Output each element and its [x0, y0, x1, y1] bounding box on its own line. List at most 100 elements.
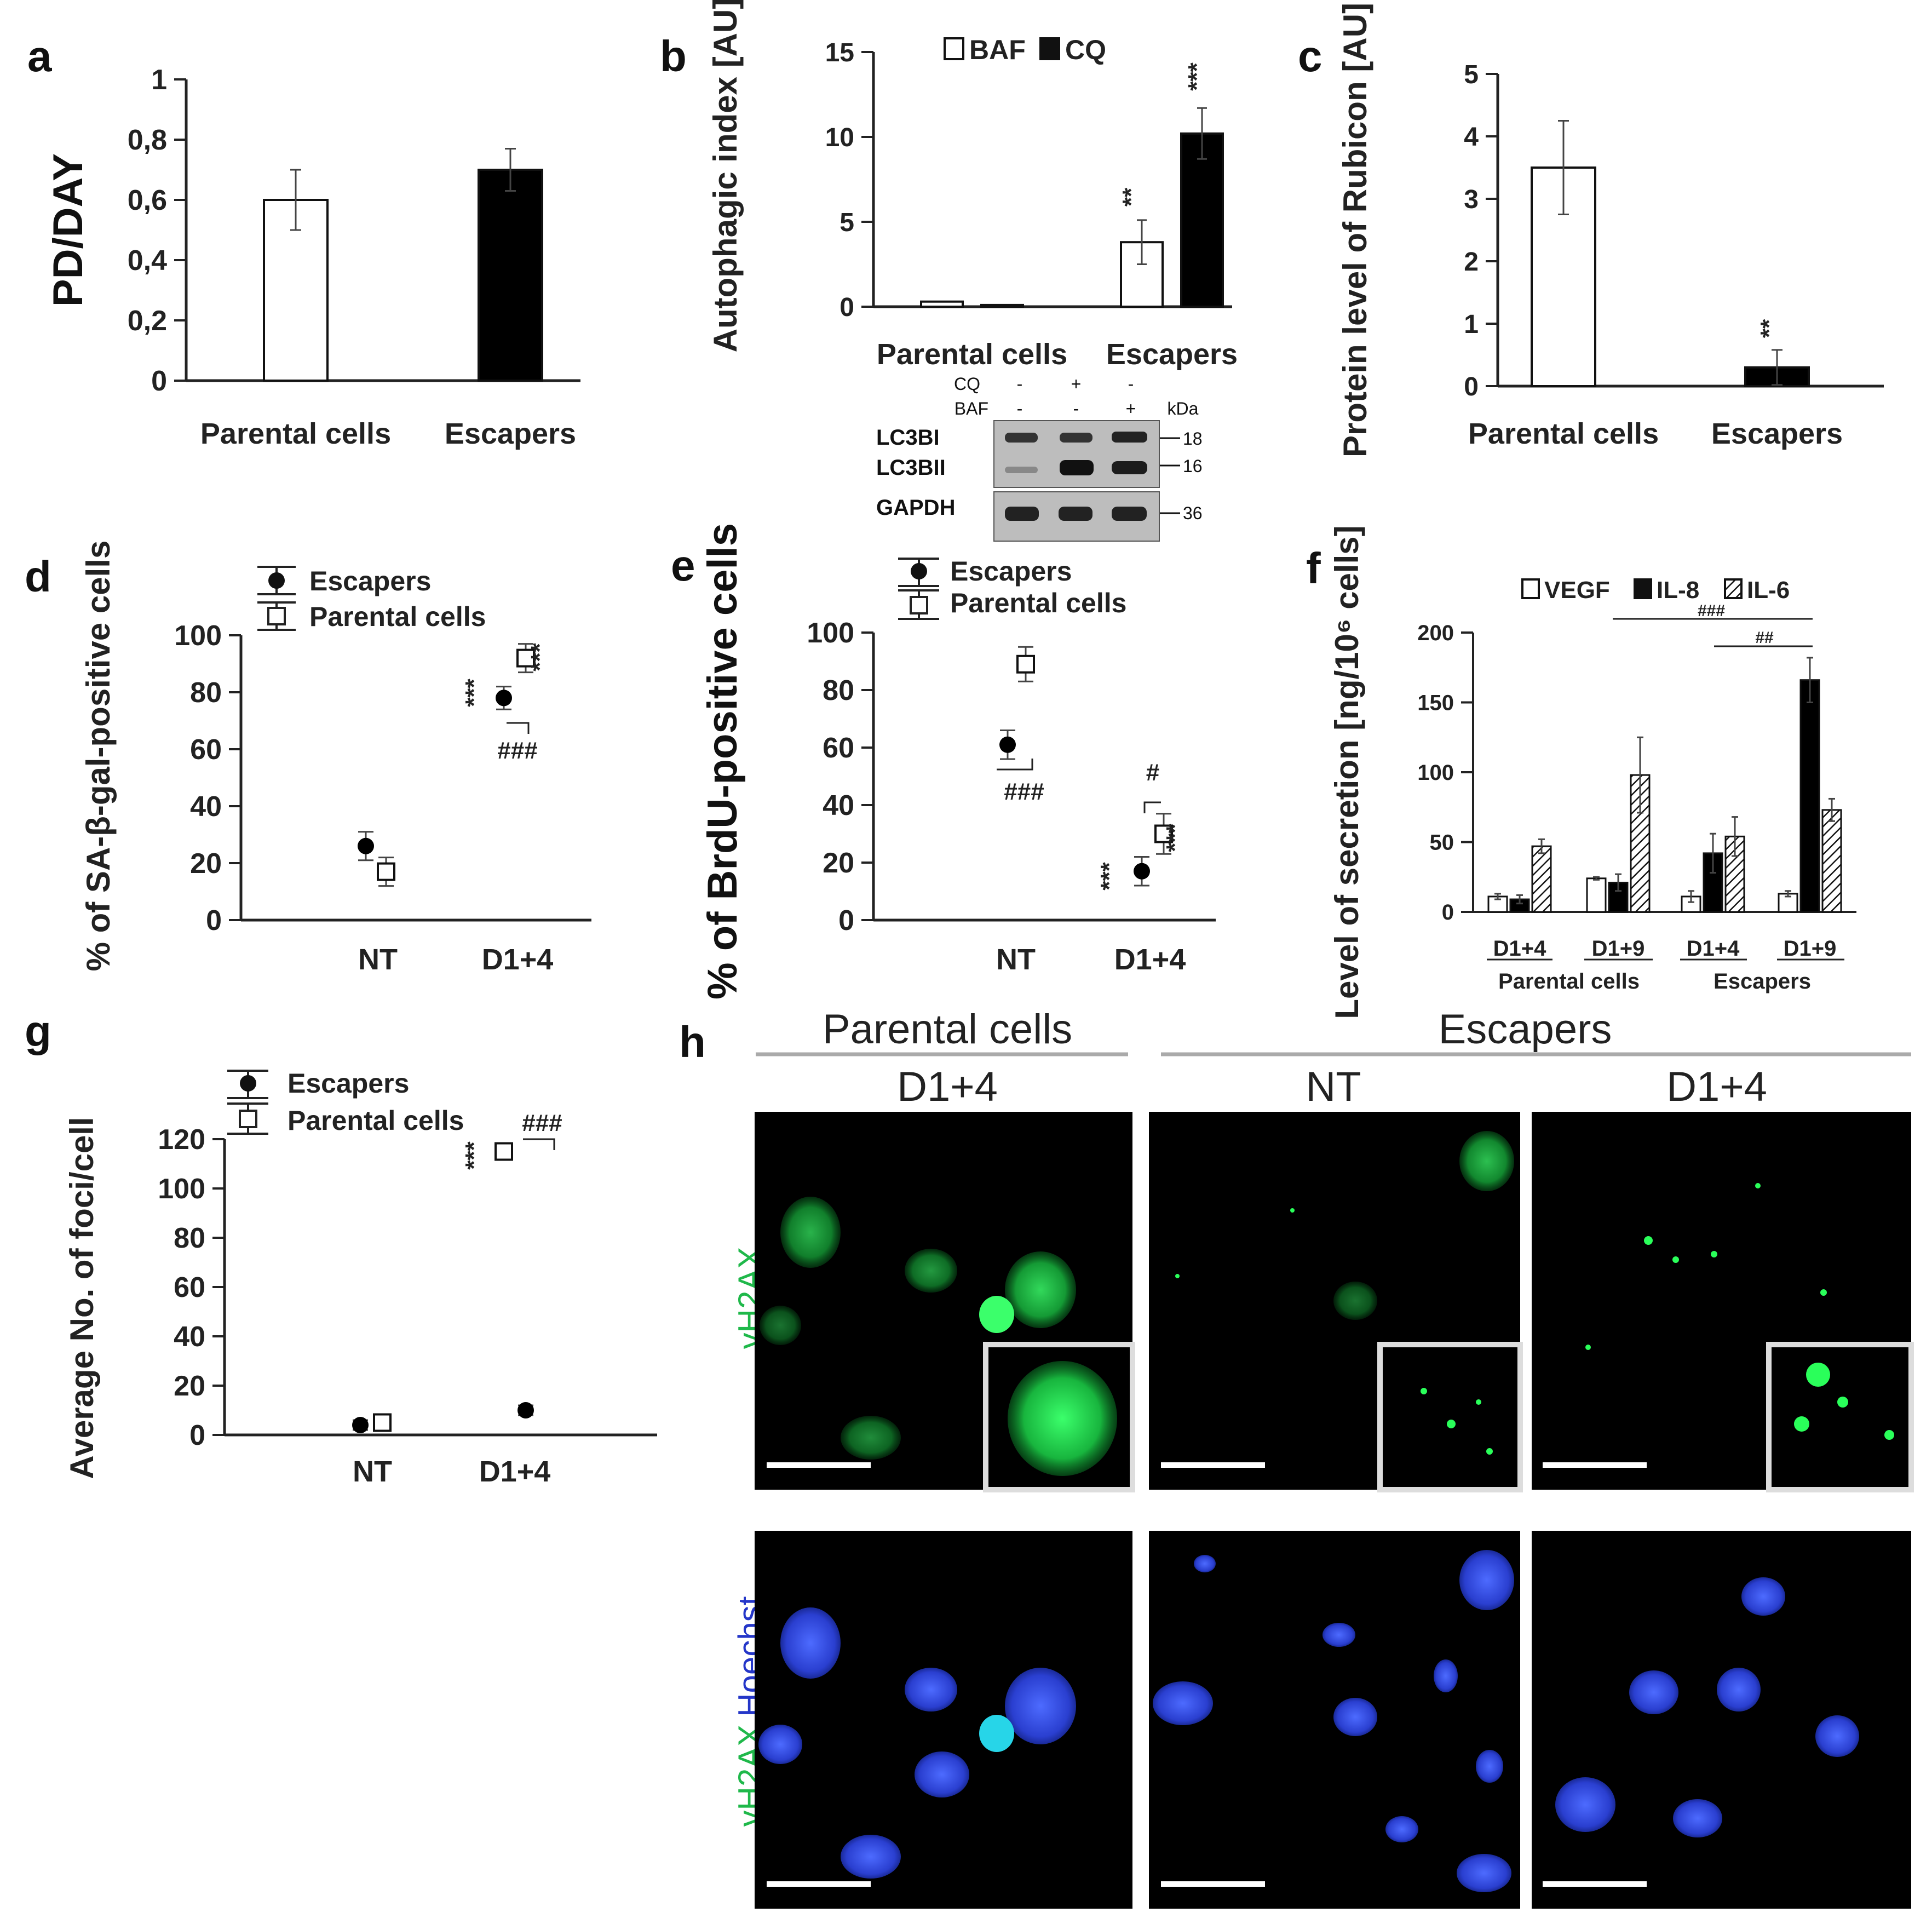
panel-c-tick-label: 1	[1464, 310, 1479, 339]
panel-c-tick-label: 3	[1464, 185, 1479, 214]
panel-f-tick-label: 100	[1417, 761, 1454, 785]
panel-a-tick-label: 0,4	[128, 245, 167, 277]
panel-a-tick-label: 0	[151, 365, 167, 397]
blot-size-16: 16	[1183, 456, 1203, 476]
panel-b-legend-baf: BAF	[969, 35, 1026, 65]
panel-label-a: a	[27, 32, 52, 81]
panel-d-tick-label: 40	[190, 791, 222, 823]
panel-e-tick-label: 80	[823, 675, 854, 707]
panel-a-category-1: Escapers	[445, 417, 576, 450]
panel-f-group-escapers: Escapers	[1714, 969, 1811, 993]
blot-band-lc3bi: LC3BI	[876, 426, 940, 450]
panel-e-point-parental	[1154, 824, 1173, 843]
panel-f-hash-1: ###	[1698, 602, 1725, 620]
panel-g-tick-label: 20	[174, 1370, 205, 1402]
panel-d-sig-parental: ***	[526, 642, 553, 671]
panel-g-hash: ###	[522, 1110, 562, 1136]
panel-e-tick-label: 100	[807, 617, 854, 649]
panel-b-chart: 0 5 10 15 Autophagic index [AU] Parental ce…	[707, 0, 1238, 542]
blot-kda: kDa	[1168, 399, 1199, 418]
panel-e-point-parental	[1016, 654, 1035, 674]
panel-d-category-1: D1+4	[482, 943, 554, 976]
panel-h-group-escapers: Escapers	[1439, 1006, 1612, 1053]
panel-label-c: c	[1298, 32, 1323, 81]
panel-g-category-1: D1+4	[479, 1455, 551, 1488]
panel-g-point-escapers	[518, 1402, 534, 1418]
panel-b-ylabel: Autophagic index [AU]	[707, 0, 744, 352]
panel-h-column-1: NT	[1306, 1064, 1361, 1110]
panel-g-point-parental	[495, 1142, 513, 1161]
blot-cq-2: -	[1128, 374, 1134, 394]
panel-g-tick-label: 60	[174, 1272, 205, 1303]
panel-a-tick-label: 0,2	[128, 305, 167, 337]
panel-d-tick-label: 80	[190, 677, 222, 709]
panel-e-hash-nt: ###	[1004, 778, 1044, 805]
panel-f-category-3: D1+9	[1784, 937, 1837, 961]
panel-d-sig-escapers: ***	[461, 678, 487, 707]
panel-g-legend-escapers: Escapers	[288, 1068, 409, 1099]
blot-row-cq: CQ	[954, 374, 980, 394]
panel-f-legend-il8: IL-8	[1657, 577, 1699, 604]
panel-d-chart: 0 20 40 60 80 100 % of SA-β-gal-positive cell…	[80, 541, 591, 976]
panel-b-bar	[980, 303, 1024, 308]
panel-a-tick-label: 1	[151, 64, 167, 96]
panel-g-legend: Escapers Parental cells	[227, 1068, 464, 1136]
panel-d-hash: ###	[497, 737, 537, 764]
panel-label-h: h	[679, 1018, 706, 1066]
panel-b-legend-cq: CQ	[1065, 35, 1106, 65]
blot-baf-0: -	[1017, 399, 1023, 418]
panel-e-legend-escapers: Escapers	[950, 556, 1072, 587]
micrograph-escapers-d14-merged	[1532, 1531, 1911, 1909]
panel-f-bar	[1586, 877, 1607, 913]
panel-b-bar	[920, 300, 964, 308]
panel-f-tick-label: 200	[1417, 621, 1454, 645]
panel-d-legend-escapers: Escapers	[309, 566, 431, 596]
panel-b-bar	[1180, 132, 1224, 308]
panel-c-category-0: Parental cells	[1468, 417, 1659, 450]
blot-size-18: 18	[1183, 429, 1203, 449]
panel-c-chart: 0 1 2 3 4 5 Protein level of Rubicon [AU] Par…	[1337, 3, 1884, 457]
panel-f-legend-vegf: VEGF	[1544, 577, 1610, 604]
panel-b-sig-cq: ***	[1183, 62, 1210, 90]
panel-a-tick-label: 0,6	[128, 185, 167, 216]
panel-d-tick-label: 100	[174, 620, 222, 652]
panel-b-category-0: Parental cells	[877, 338, 1067, 371]
blot-band-lc3bii: LC3BII	[876, 456, 946, 480]
panel-e-legend: Escapers Parental cells	[898, 556, 1126, 620]
panel-b-tick-label: 0	[840, 293, 854, 322]
panel-h-column-2: D1+4	[1666, 1064, 1767, 1110]
panel-e-tick-label: 20	[823, 847, 854, 879]
panel-b-category-1: Escapers	[1106, 338, 1238, 371]
panel-g-legend-parental: Parental cells	[288, 1105, 464, 1136]
panel-e-category-0: NT	[996, 943, 1036, 976]
panel-d-point-escapers	[496, 690, 512, 707]
panel-f-category-0: D1+4	[1493, 937, 1546, 961]
panel-b-western-blot: CQ BAF - + - - - + kDa LC3BI LC3BII	[876, 374, 1203, 542]
panel-e-tick-label: 60	[823, 732, 854, 764]
panel-b-sig-baf: **	[1118, 187, 1145, 206]
panel-e-category-1: D1+4	[1114, 943, 1186, 976]
panel-f-tick-label: 150	[1417, 691, 1454, 715]
panel-e-legend-parental: Parental cells	[950, 588, 1126, 618]
panel-b-tick-label: 15	[825, 38, 854, 67]
panel-f-ylabel: Level of secretion [ng/10⁶ cells]	[1329, 525, 1365, 1019]
panel-c-ylabel: Protein level of Rubicon [AU]	[1337, 3, 1373, 457]
blot-cq-0: -	[1017, 374, 1023, 394]
panel-g-tick-label: 0	[189, 1420, 205, 1451]
panel-e-hash-d14: #	[1146, 759, 1159, 786]
panel-d-legend: Escapers Parental cells	[257, 566, 486, 632]
panel-a-chart: 0 0,2 0,4 0,6 0,8 1 PD/DAY Parental cells Esc…	[45, 64, 580, 450]
panel-h-microscopy: Parental cells Escapers D1+4 NT D1+4 γH2…	[732, 1006, 1914, 1909]
panel-e-sig-parental: ***	[1162, 823, 1188, 852]
panel-f-tick-label: 50	[1430, 831, 1454, 855]
panel-g-point-escapers	[352, 1417, 369, 1433]
panel-label-f: f	[1306, 544, 1321, 593]
panel-e-ylabel: % of BrdU-positive cells	[699, 523, 746, 1000]
micrograph-escapers-d14-green	[1532, 1112, 1914, 1492]
blot-band-gapdh: GAPDH	[876, 496, 955, 520]
panel-g-ylabel: Average No. of foci/cell	[64, 1117, 100, 1479]
panel-d-point-parental	[516, 648, 535, 668]
panel-b-tick-label: 10	[825, 123, 854, 152]
panel-a-bar	[478, 169, 543, 382]
